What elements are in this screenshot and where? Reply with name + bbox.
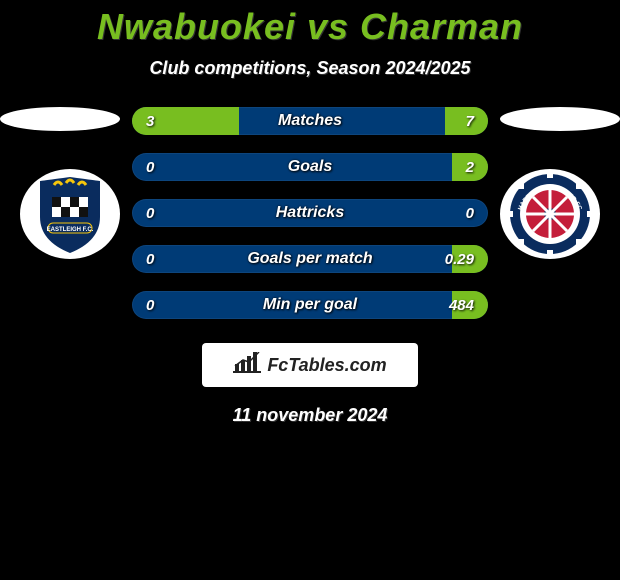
stat-label: Hattricks [276,204,344,222]
stat-row: 3 7 Matches [132,107,488,135]
team-right-logo: HARTLEPOOL UNITED FC [500,169,600,259]
stat-row: 0 2 Goals [132,153,488,181]
stat-value-left: 0 [146,205,154,222]
ellipse-decor-left [0,107,120,131]
stat-label: Goals [288,158,332,176]
stat-value-right: 0 [466,205,474,222]
stat-label: Goals per match [247,250,372,268]
comparison-area: EASTLEIGH F.C. [0,107,620,319]
stat-value-right: 484 [449,297,474,314]
date-text: 11 november 2024 [0,405,620,426]
stat-row: 0 484 Min per goal [132,291,488,319]
stat-value-right: 2 [466,159,474,176]
page-title: Nwabuokei vs Charman [0,6,620,48]
stat-row: 0 0 Hattricks [132,199,488,227]
stat-value-left: 0 [146,251,154,268]
brand-text: FcTables.com [267,355,386,376]
stat-value-left: 3 [146,113,154,130]
team-left-logo: EASTLEIGH F.C. [20,169,120,259]
stat-label: Matches [278,112,342,130]
stat-rows: 3 7 Matches 0 2 Goals 0 0 Hattricks 0 0.29 Goals pe… [132,107,488,319]
brand-badge[interactable]: FcTables.com [202,343,418,387]
ellipse-decor-right [500,107,620,131]
stat-value-left: 0 [146,297,154,314]
stat-value-left: 0 [146,159,154,176]
svg-text:EASTLEIGH F.C.: EASTLEIGH F.C. [47,227,94,233]
chart-icon [233,352,261,379]
stat-value-right: 7 [466,113,474,130]
stat-row: 0 0.29 Goals per match [132,245,488,273]
stat-label: Min per goal [263,296,357,314]
subtitle: Club competitions, Season 2024/2025 [0,58,620,79]
stat-value-right: 0.29 [445,251,474,268]
